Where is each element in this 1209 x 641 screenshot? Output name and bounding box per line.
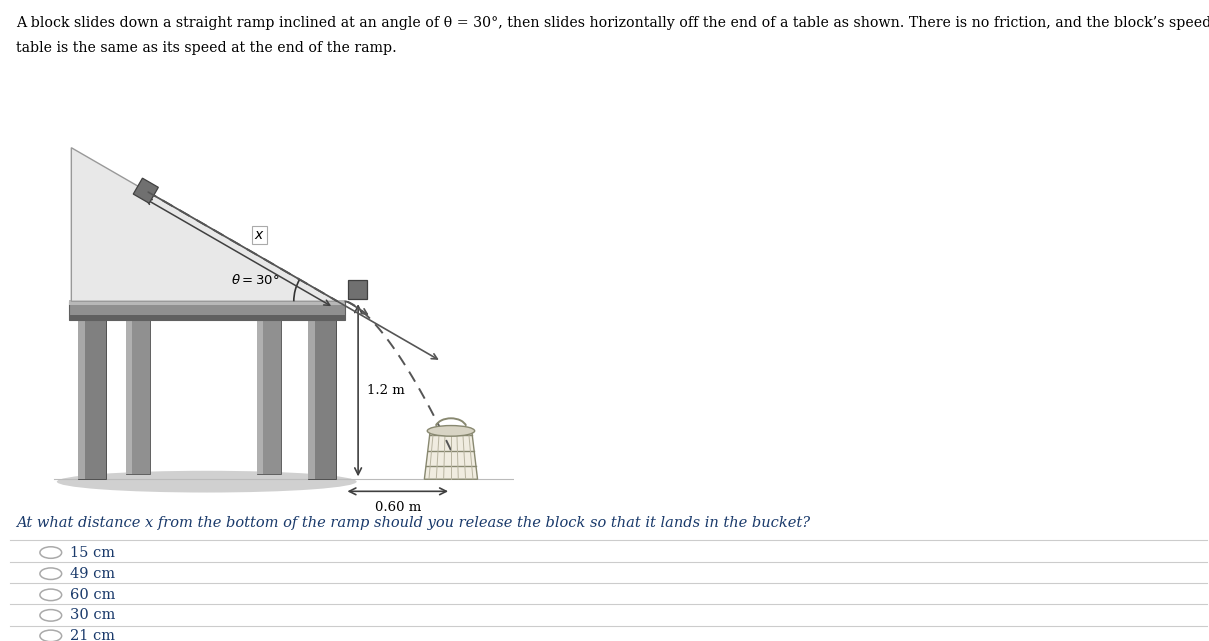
- Text: A block slides down a straight ramp inclined at an angle of θ = 30°, then slides: A block slides down a straight ramp incl…: [16, 16, 1209, 30]
- Bar: [133, 178, 158, 203]
- Text: 0.60 m: 0.60 m: [375, 501, 421, 514]
- Text: 60 cm: 60 cm: [70, 588, 116, 602]
- Text: table is the same as its speed at the end of the ramp.: table is the same as its speed at the en…: [16, 41, 397, 55]
- Text: 30 cm: 30 cm: [70, 608, 116, 622]
- Polygon shape: [71, 147, 337, 301]
- Bar: [126, 320, 132, 474]
- Text: 49 cm: 49 cm: [70, 567, 115, 581]
- Bar: [69, 300, 345, 305]
- Bar: [77, 320, 105, 479]
- Ellipse shape: [427, 426, 475, 436]
- Text: $x$: $x$: [254, 228, 265, 242]
- Bar: [348, 281, 366, 299]
- Bar: [126, 320, 150, 474]
- Text: 1.2 m: 1.2 m: [366, 384, 405, 397]
- Bar: [77, 320, 85, 479]
- Ellipse shape: [57, 470, 357, 492]
- Polygon shape: [424, 431, 478, 479]
- Bar: [258, 320, 280, 474]
- Bar: [308, 320, 336, 479]
- Text: $\theta = 30°$: $\theta = 30°$: [231, 273, 279, 287]
- Text: At what distance x from the bottom of the ramp should you release the block so t: At what distance x from the bottom of th…: [16, 516, 810, 530]
- Bar: [69, 301, 345, 320]
- Text: 15 cm: 15 cm: [70, 545, 115, 560]
- Bar: [69, 315, 345, 320]
- Text: 21 cm: 21 cm: [70, 629, 115, 641]
- Bar: [258, 320, 264, 474]
- Bar: [308, 320, 314, 479]
